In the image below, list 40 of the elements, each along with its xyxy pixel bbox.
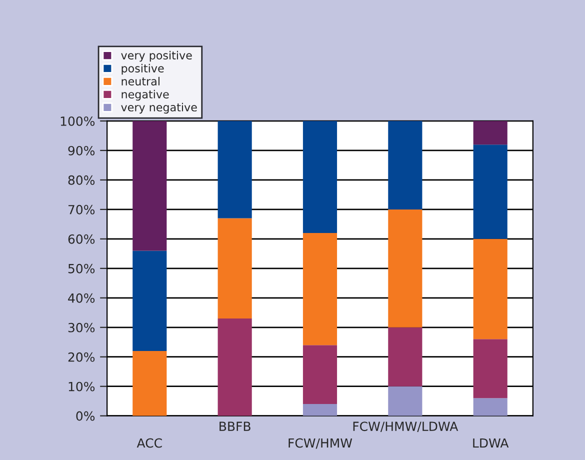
y-tick-label: 10% bbox=[68, 382, 95, 392]
bar bbox=[388, 120, 422, 210]
bar bbox=[473, 339, 508, 398]
x-tick-label: FCW/HMW bbox=[288, 438, 352, 449]
bar bbox=[132, 350, 167, 416]
bar bbox=[218, 218, 252, 319]
y-tick-label: 0% bbox=[76, 411, 95, 421]
x-tick-label: LDWA bbox=[473, 438, 509, 448]
y-tick-label: 80% bbox=[68, 175, 95, 185]
y-tick-label: 50% bbox=[68, 264, 95, 274]
y-tick-label: 70% bbox=[68, 204, 95, 214]
bar bbox=[218, 120, 252, 218]
bar bbox=[132, 250, 167, 351]
bar bbox=[302, 120, 338, 234]
legend-label: neutral bbox=[122, 76, 160, 86]
bar bbox=[388, 209, 422, 328]
bar bbox=[302, 233, 338, 346]
y-tick-label: 60% bbox=[68, 234, 95, 244]
bar bbox=[302, 345, 338, 404]
bar bbox=[302, 404, 338, 416]
legend-label: very positive bbox=[121, 50, 192, 62]
x-tick-label: FCW/HMW/LDWA bbox=[353, 422, 458, 432]
y-tick-label: 90% bbox=[68, 146, 95, 156]
bar bbox=[218, 318, 252, 416]
x-tick-label: BBFB bbox=[220, 422, 250, 431]
legend-label: positive bbox=[122, 64, 164, 75]
legend-label: negative bbox=[122, 90, 169, 101]
y-tick-label: 30% bbox=[68, 322, 95, 332]
y-tick-label: 40% bbox=[68, 293, 95, 303]
bar bbox=[388, 386, 422, 416]
bar bbox=[473, 238, 508, 340]
y-tick-label: 20% bbox=[68, 352, 95, 362]
bar bbox=[388, 327, 422, 386]
bar bbox=[473, 144, 508, 239]
legend-label: very negative bbox=[121, 102, 197, 114]
bar bbox=[132, 120, 167, 251]
bar bbox=[473, 398, 508, 416]
bar bbox=[473, 120, 508, 145]
x-tick-label: ACC bbox=[136, 438, 162, 448]
y-tick-label: 100% bbox=[60, 116, 95, 126]
